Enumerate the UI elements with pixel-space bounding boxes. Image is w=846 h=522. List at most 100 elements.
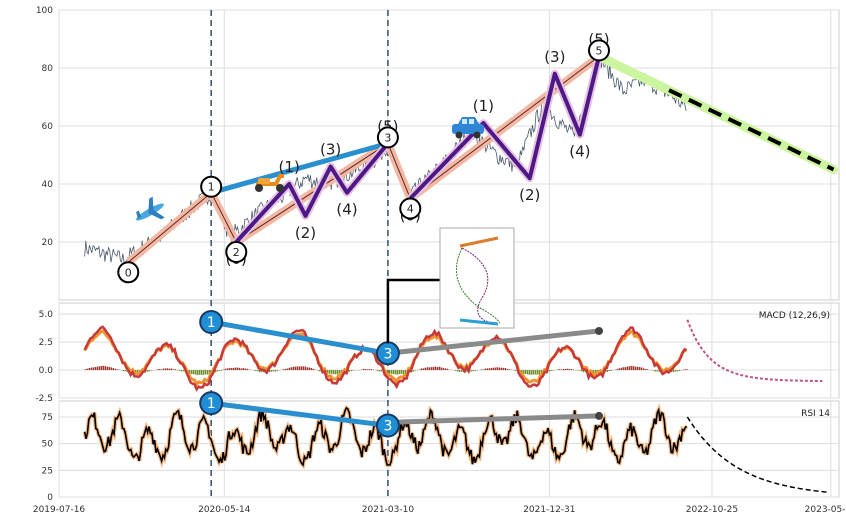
macd-histogram-bar	[164, 368, 167, 371]
rsi-blue-divergence	[210, 400, 389, 429]
macd-histogram-bar	[170, 368, 173, 371]
macd-histogram-bar	[204, 370, 207, 375]
sub-wave-label: (3)	[320, 141, 341, 159]
macd-y-tick-label: 0.0	[39, 366, 54, 376]
inset-arrow	[459, 236, 499, 248]
macd-histogram-bar	[654, 370, 657, 372]
macd-histogram-bar	[398, 370, 401, 375]
macd-histogram-bar	[136, 370, 139, 374]
macd-histogram-bar	[368, 369, 371, 371]
macd-histogram-bar	[676, 370, 679, 372]
macd-histogram-bar	[446, 368, 449, 371]
macd-histogram-bar	[348, 370, 351, 372]
car-window	[469, 119, 474, 124]
car-wheel	[455, 131, 463, 139]
macd-histogram-bar	[656, 370, 659, 372]
macd-histogram-bar	[392, 370, 395, 375]
macd-histogram-bar	[634, 366, 637, 371]
primary-wave-marker	[376, 126, 399, 149]
macd-histogram-bar	[182, 370, 185, 372]
macd-histogram-bar	[616, 368, 619, 371]
macd-histogram-bar	[536, 370, 539, 375]
macd-histogram-bar	[538, 370, 541, 375]
macd-histogram-bar	[114, 368, 117, 371]
car-icon	[452, 117, 484, 139]
macd-series	[83, 319, 823, 392]
primary-wave-line	[127, 56, 600, 263]
macd-grey-divergence	[387, 328, 600, 356]
scooter-wheel	[255, 184, 263, 192]
macd-histogram-bar	[148, 370, 151, 372]
macd-histogram-bar	[514, 370, 517, 372]
macd-histogram-bar	[472, 370, 475, 372]
macd-histogram-bar	[388, 370, 391, 374]
macd-histogram-bar	[228, 368, 231, 371]
macd-histogram-bar	[194, 370, 197, 375]
divergence-lines: 1 3 1 3	[199, 310, 603, 438]
macd-histogram-bar	[610, 370, 613, 372]
macd-histogram-bar	[202, 370, 205, 375]
scooter-icon	[255, 174, 284, 192]
macd-histogram-bar	[332, 370, 335, 375]
rsi-divergence-end	[595, 411, 603, 420]
rsi-label: RSI 14	[801, 409, 830, 419]
macd-histogram-bar	[424, 367, 427, 371]
macd-histogram-bar	[240, 368, 243, 371]
sub-wave-label: (3)	[544, 48, 565, 66]
macd-y-ticks: -2.5 0.0 2.5 5.0	[35, 310, 53, 404]
macd-histogram-bar	[434, 366, 437, 371]
primary-wave-marker	[399, 197, 422, 220]
macd-histogram-bar	[306, 367, 309, 371]
macd-histogram-bar	[272, 370, 275, 372]
macd-histogram-bar	[246, 368, 249, 371]
macd-histogram-bar	[232, 368, 235, 371]
macd-histogram-bar	[678, 370, 681, 372]
price-y-tick-label: 60	[42, 122, 54, 132]
macd-histogram-bar	[100, 365, 103, 371]
decorative-icons	[136, 117, 515, 344]
sub-wave-label: (1)	[473, 97, 494, 115]
macd-histogram-bar	[502, 367, 505, 371]
macd-histogram-bar	[188, 370, 191, 374]
macd-forecast-line	[686, 319, 823, 383]
inset-curve	[455, 247, 501, 324]
macd-histogram-bar	[626, 366, 629, 371]
inset-curve	[461, 247, 493, 324]
macd-label: MACD (12,26,9)	[759, 311, 830, 321]
macd-histogram-bar	[444, 368, 447, 371]
macd-histogram-bar	[276, 370, 279, 372]
macd-histogram-bar	[308, 367, 311, 371]
scooter-seat	[258, 178, 270, 184]
macd-histogram-bar	[486, 368, 489, 371]
macd-histogram-bar	[214, 370, 217, 373]
x-tick-label: 2019-07-16	[33, 505, 86, 515]
macd-histogram-bar	[362, 368, 365, 371]
macd-histogram-bar	[218, 370, 221, 371]
macd-histogram-bar	[168, 368, 171, 371]
macd-divergence-badge-label: 1	[207, 315, 216, 331]
macd-histogram-bar	[178, 370, 181, 371]
macd-histogram-bar	[530, 370, 533, 375]
macd-histogram-bar	[372, 369, 375, 371]
macd-histogram-bar	[88, 368, 91, 371]
macd-histogram-bar	[244, 368, 247, 371]
macd-histogram-bar	[520, 370, 523, 374]
price-y-tick-label: 20	[42, 238, 54, 248]
macd-histogram-bar	[192, 370, 195, 375]
macd-histogram-bar	[112, 368, 115, 371]
x-tick-label: 2021-03-10	[362, 505, 415, 515]
sub-wave-label: (1)	[279, 158, 300, 176]
primary-wave-label: 5	[596, 44, 603, 57]
macd-histogram-bar	[674, 370, 677, 372]
rsi-series	[82, 403, 829, 493]
macd-histogram-bar	[370, 369, 373, 371]
airplane-wing	[148, 196, 154, 213]
macd-histogram-bar	[560, 369, 563, 371]
macd-histogram-bar	[238, 367, 241, 371]
macd-histogram-bar	[292, 366, 295, 371]
macd-histogram-bar	[644, 368, 647, 371]
sub-wave-line	[234, 142, 390, 244]
macd-histogram-bar	[304, 366, 307, 371]
